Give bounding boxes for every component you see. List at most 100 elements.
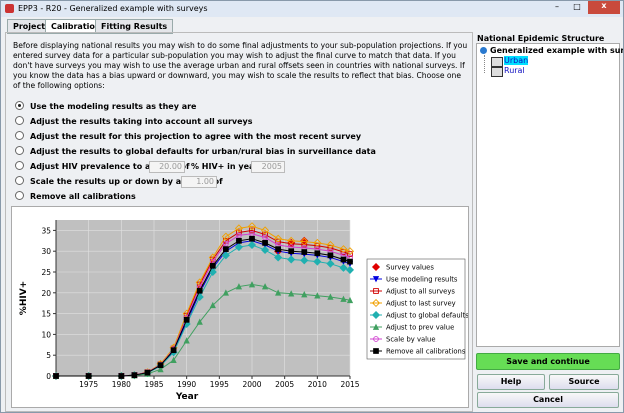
chart: Year %HIV+ 0 5 10 15 20 25 30 35 1975 1980 1985 199… (11, 206, 469, 408)
y-tick-label: 0 (46, 372, 51, 381)
legend-label: Scale by value (386, 336, 436, 344)
legend-label: Survey values (386, 264, 434, 272)
option-label: Adjust the results to global defaults fo… (30, 147, 376, 156)
cancel-button[interactable]: Cancel (477, 392, 619, 408)
x-tick-label: 2015 (340, 380, 359, 389)
data-point (196, 287, 203, 294)
legend-marker (373, 336, 379, 342)
data-point (248, 281, 256, 288)
legend-marker (372, 276, 380, 283)
source-button[interactable]: Source (549, 374, 619, 390)
tree-child[interactable]: Rural (504, 66, 525, 75)
save-button[interactable]: Save and continue (476, 353, 620, 370)
data-point (261, 283, 269, 290)
tab[interactable]: Fitting Results (95, 19, 174, 34)
data-point (53, 373, 59, 379)
data-point (144, 369, 151, 376)
x-tick-label: 1995 (210, 380, 229, 389)
data-point (346, 296, 354, 304)
data-point (157, 362, 164, 369)
data-point (340, 256, 347, 263)
data-point (301, 291, 308, 298)
option[interactable]: Adjust HIV prevalence to a value of (15, 161, 189, 173)
structure-title: National Epidemic Structure (477, 34, 605, 43)
tree-panel: Generalized example with surveys Urban R… (476, 43, 623, 347)
legend-label: Adjust to last survey (386, 300, 456, 308)
data-point (314, 242, 321, 249)
option-label: Scale the results up or down by a factor… (30, 177, 223, 186)
data-point (170, 356, 177, 364)
x-tick-label: 2010 (308, 380, 327, 389)
data-point (275, 246, 281, 252)
maximize[interactable]: □ (573, 2, 581, 11)
legend-marker (371, 262, 381, 272)
window-title: EPP3 - R20 - Generalized example with su… (18, 4, 208, 13)
y-tick-label: 5 (46, 351, 51, 360)
prevalence-input[interactable]: 20.00 (149, 161, 185, 173)
data-point (157, 365, 164, 373)
data-point (288, 248, 295, 255)
x-tick-label: 1975 (79, 380, 98, 389)
help-button[interactable]: Help (477, 374, 545, 390)
data-point (288, 240, 295, 247)
tree-line (484, 55, 486, 73)
data-point (221, 232, 230, 241)
data-point (195, 278, 204, 287)
data-point (313, 257, 322, 266)
data-point (221, 251, 230, 260)
folder-icon (491, 57, 503, 67)
year-input[interactable]: 2005 (251, 161, 285, 173)
close[interactable]: x (588, 1, 620, 14)
option-label: Adjust HIV prevalence to a value of (30, 162, 190, 171)
option-label: Adjust the result for this projection to… (30, 132, 362, 141)
y-tick-label: 25 (41, 268, 51, 277)
data-point (261, 245, 270, 254)
tab-panel (5, 32, 473, 412)
data-point (314, 292, 321, 299)
data-point (314, 250, 321, 257)
data-point (340, 295, 347, 302)
data-point (170, 347, 177, 354)
data-point (183, 337, 190, 344)
legend-label: Adjust to all surveys (386, 288, 455, 296)
legend-marker (372, 323, 380, 330)
option[interactable]: Scale the results up or down by a factor… (15, 176, 223, 188)
data-point (301, 241, 308, 248)
option[interactable]: Adjust the results to global defaults fo… (15, 146, 376, 158)
data-point (261, 226, 270, 235)
legend-marker (373, 288, 379, 294)
legend-marker (373, 348, 379, 354)
minimize[interactable]: – (555, 2, 559, 11)
data-point (247, 240, 257, 249)
option[interactable]: Use the modeling results as they are (15, 101, 196, 113)
x-tick-label: 1985 (144, 380, 163, 389)
data-point (223, 246, 229, 252)
data-point (209, 301, 216, 309)
data-point (118, 373, 125, 379)
option[interactable]: Adjust the result for this projection to… (15, 131, 361, 143)
data-point (345, 265, 355, 274)
y-axis-label: %HIV+ (19, 281, 29, 315)
data-point (183, 316, 190, 323)
data-point (327, 252, 334, 259)
x-tick-label: 2000 (242, 380, 261, 389)
data-point (236, 237, 242, 244)
data-point (274, 253, 283, 262)
tree-root[interactable]: Generalized example with surveys (490, 46, 624, 55)
legend-label: Remove all calibrations (386, 348, 466, 356)
x-tick-label: 2005 (275, 380, 294, 389)
option[interactable]: Remove all calibrations (15, 191, 136, 203)
legend-box (366, 258, 466, 360)
data-point (85, 373, 92, 379)
y-tick-label: 30 (41, 247, 51, 256)
data-point (235, 283, 243, 290)
folder-icon (491, 67, 503, 77)
tree-child[interactable]: Urban (504, 56, 529, 65)
data-point (300, 256, 309, 265)
option[interactable]: Adjust the results taking into account a… (15, 116, 253, 128)
data-point (287, 255, 296, 264)
scale-input[interactable]: 1.00 (181, 176, 217, 188)
data-point (209, 262, 216, 269)
y-tick-label: 20 (41, 289, 51, 298)
